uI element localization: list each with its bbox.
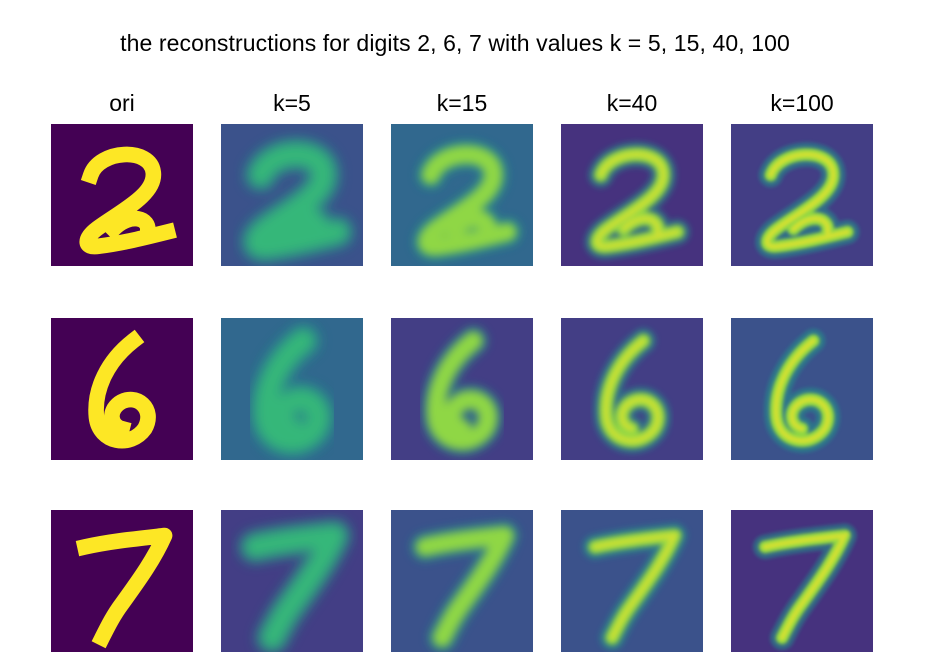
digit-2-k40-image <box>561 124 703 266</box>
digit-7-k40-image <box>561 510 703 652</box>
digit-6-k40-image <box>561 318 703 460</box>
digit-2-k100-image <box>731 124 873 266</box>
column-label-k15: k=15 <box>436 90 488 116</box>
digit-7-k5-image <box>221 510 363 652</box>
figure-title: the reconstructions for digits 2, 6, 7 w… <box>120 30 790 56</box>
column-label-k5: k=5 <box>273 90 311 116</box>
digit-6-k15-image <box>391 318 533 460</box>
digit-6-ori-image <box>51 318 193 460</box>
column-label-ori: ori <box>109 90 135 116</box>
digit-7-k100-image <box>731 510 873 652</box>
digit-6-k5-image <box>221 318 363 460</box>
column-label-k100: k=100 <box>770 90 834 116</box>
digit-7-ori-image <box>51 510 193 652</box>
digit-2-k15-image <box>391 124 533 266</box>
digit-2-k5-image <box>221 124 363 266</box>
digit-6-k100-image <box>731 318 873 460</box>
digit-7-k15-image <box>391 510 533 652</box>
digit-2-ori-image <box>51 124 193 266</box>
column-label-k40: k=40 <box>606 90 658 116</box>
